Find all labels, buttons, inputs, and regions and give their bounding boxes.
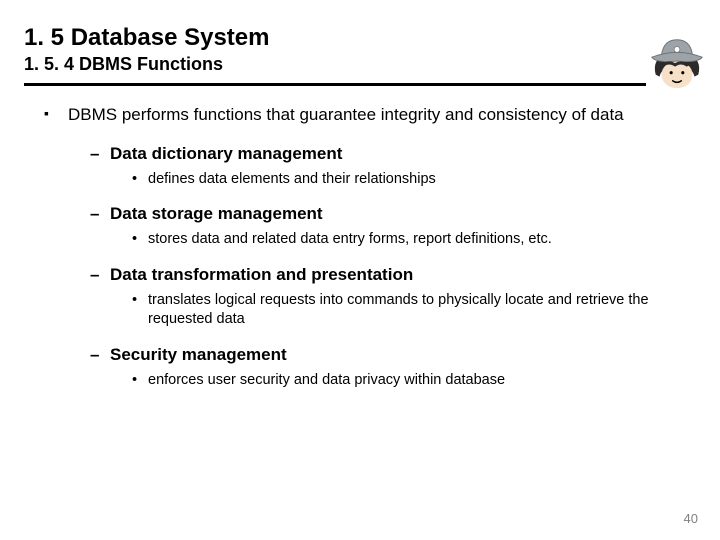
avatar-icon [646, 32, 708, 94]
slide: 1. 5 Database System 1. 5. 4 DBMS Functi… [0, 0, 720, 540]
item-heading-text: Data storage management [110, 204, 323, 223]
divider [24, 83, 696, 86]
item-heading: Security management enforces user securi… [90, 344, 696, 391]
intro-text: DBMS performs functions that guarantee i… [68, 105, 624, 124]
item-heading-text: Data dictionary management [110, 144, 342, 163]
item-heading-text: Security management [110, 345, 287, 364]
item-detail: defines data elements and their relation… [132, 170, 696, 190]
slide-title: 1. 5 Database System [24, 24, 696, 52]
item-heading: Data storage management stores data and … [90, 203, 696, 250]
item-heading: Data transformation and presentation tra… [90, 264, 696, 330]
page-number: 40 [684, 511, 698, 526]
slide-subtitle: 1. 5. 4 DBMS Functions [24, 54, 696, 75]
item-detail: enforces user security and data privacy … [132, 371, 696, 391]
item-heading: Data dictionary management defines data … [90, 143, 696, 190]
item-detail: stores data and related data entry forms… [132, 230, 696, 250]
item-detail: translates logical requests into command… [132, 291, 696, 330]
intro-bullet: DBMS performs functions that guarantee i… [44, 104, 696, 391]
item-heading-text: Data transformation and presentation [110, 265, 413, 284]
